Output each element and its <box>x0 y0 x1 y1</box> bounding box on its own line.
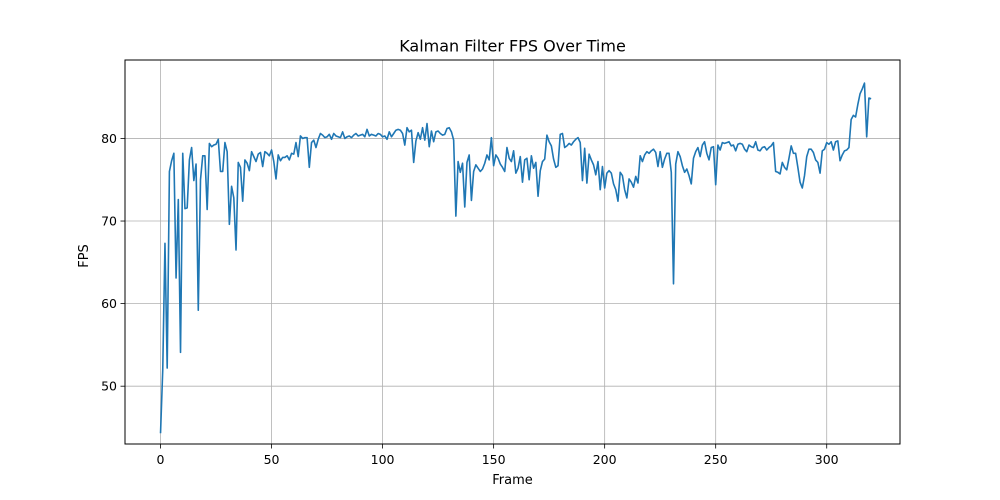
fps-series-line <box>159 82 872 434</box>
y-tick-label: 70 <box>101 214 117 229</box>
chart-title: Kalman Filter FPS Over Time <box>399 37 626 56</box>
x-tick-label: 200 <box>593 452 617 467</box>
x-tick-label: 50 <box>264 452 280 467</box>
x-tick-label: 100 <box>371 452 395 467</box>
y-axis-ticks: 50 60 70 80 <box>101 131 125 394</box>
x-axis-label: Frame <box>492 473 533 488</box>
grid-lines <box>125 60 900 444</box>
plot-area-frame <box>124 59 901 445</box>
y-tick-label: 60 <box>101 296 117 311</box>
series-layer <box>159 82 872 434</box>
x-tick-label: 150 <box>482 452 506 467</box>
x-axis-ticks: 0 50 100 150 200 250 300 <box>157 444 839 467</box>
x-tick-label: 0 <box>157 452 165 467</box>
x-tick-label: 250 <box>704 452 728 467</box>
y-tick-label: 50 <box>101 379 117 394</box>
x-tick-label: 300 <box>815 452 839 467</box>
y-tick-label: 80 <box>101 131 117 146</box>
y-axis-label: FPS <box>77 244 92 268</box>
